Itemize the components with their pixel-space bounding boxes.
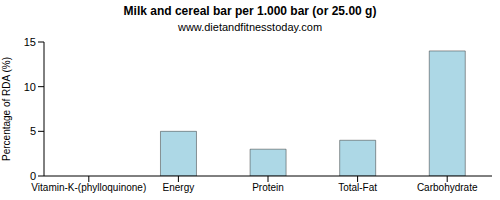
svg-text:Percentage of RDA (%): Percentage of RDA (%) [8,57,12,161]
svg-text:Energy: Energy [163,182,195,193]
svg-text:0: 0 [30,170,36,182]
svg-text:10: 10 [24,81,36,93]
svg-text:5: 5 [30,125,36,137]
svg-text:Protein: Protein [252,182,284,193]
svg-text:15: 15 [24,36,36,48]
svg-text:Vitamin-K-(phylloquinone): Vitamin-K-(phylloquinone) [31,182,146,193]
html-text:Milk and cereal bar per 1.000: Milk and cereal bar per 1.000 bar (or 25… [123,4,377,18]
html-text:www.dietandfitnesstoday.com: www.dietandfitnesstoday.com [178,21,322,33]
svg-text:Total-Fat: Total-Fat [338,182,377,193]
svg-text:Carbohydrate: Carbohydrate [417,182,478,193]
